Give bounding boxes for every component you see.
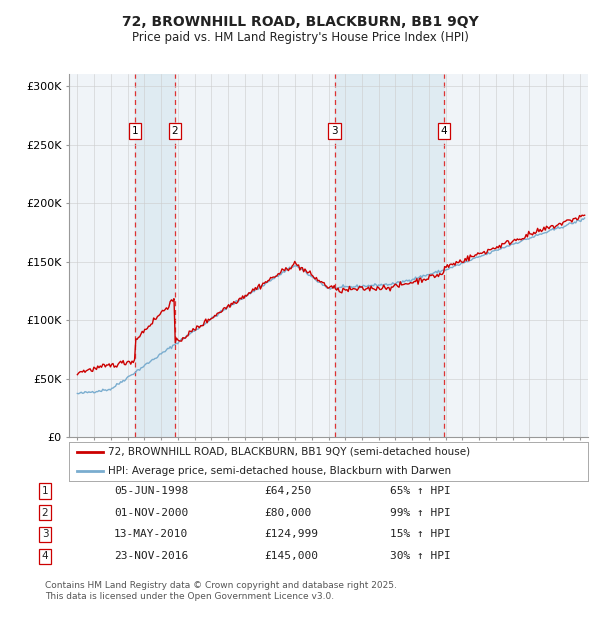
Text: 13-MAY-2010: 13-MAY-2010 [114,529,188,539]
Text: 72, BROWNHILL ROAD, BLACKBURN, BB1 9QY: 72, BROWNHILL ROAD, BLACKBURN, BB1 9QY [122,16,478,30]
Text: 01-NOV-2000: 01-NOV-2000 [114,508,188,518]
Text: This data is licensed under the Open Government Licence v3.0.: This data is licensed under the Open Gov… [45,592,334,601]
Text: Price paid vs. HM Land Registry's House Price Index (HPI): Price paid vs. HM Land Registry's House … [131,31,469,44]
Text: £64,250: £64,250 [264,486,311,496]
Text: Contains HM Land Registry data © Crown copyright and database right 2025.: Contains HM Land Registry data © Crown c… [45,581,397,590]
Text: 99% ↑ HPI: 99% ↑ HPI [390,508,451,518]
Text: 4: 4 [441,126,448,136]
Text: £80,000: £80,000 [264,508,311,518]
Text: 05-JUN-1998: 05-JUN-1998 [114,486,188,496]
Text: 1: 1 [41,486,49,496]
Bar [335,74,444,437]
Text: 30% ↑ HPI: 30% ↑ HPI [390,551,451,561]
Text: £145,000: £145,000 [264,551,318,561]
Text: 3: 3 [41,529,49,539]
Text: 23-NOV-2016: 23-NOV-2016 [114,551,188,561]
Text: 2: 2 [172,126,178,136]
Text: 72, BROWNHILL ROAD, BLACKBURN, BB1 9QY (semi-detached house): 72, BROWNHILL ROAD, BLACKBURN, BB1 9QY (… [108,446,470,457]
Text: 3: 3 [331,126,338,136]
Text: £124,999: £124,999 [264,529,318,539]
Text: 2: 2 [41,508,49,518]
Bar [135,74,175,437]
Text: 1: 1 [131,126,138,136]
Text: 4: 4 [41,551,49,561]
Text: 15% ↑ HPI: 15% ↑ HPI [390,529,451,539]
Text: HPI: Average price, semi-detached house, Blackburn with Darwen: HPI: Average price, semi-detached house,… [108,466,451,476]
Text: 65% ↑ HPI: 65% ↑ HPI [390,486,451,496]
